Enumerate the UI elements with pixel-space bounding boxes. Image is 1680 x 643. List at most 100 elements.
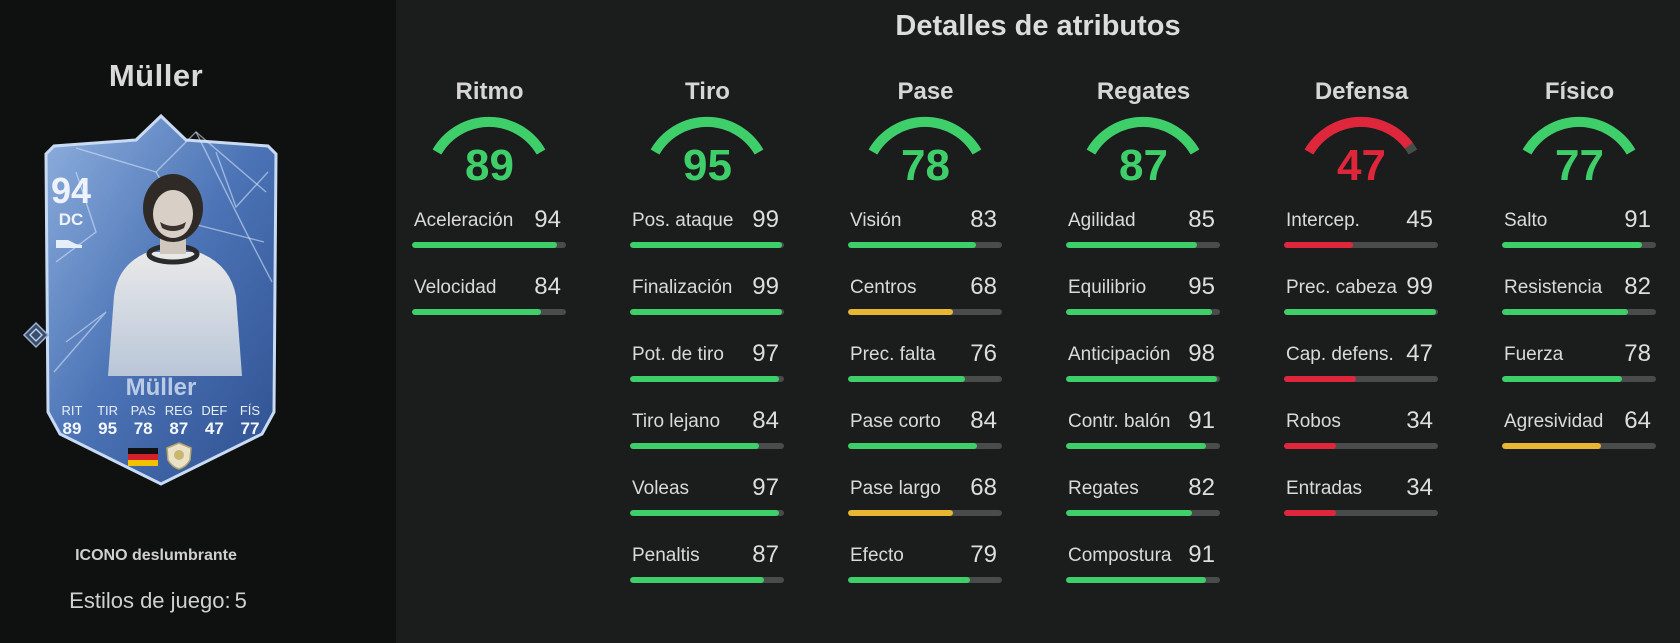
category-gauge: 95 (630, 116, 785, 198)
category-tiro: Tiro 95 Pos. ataque 99 Finalización 99 Pot. de… (630, 78, 785, 600)
card-stat-values: 89 95 78 87 47 77 (56, 419, 266, 439)
stat-bar-track (1502, 376, 1656, 382)
stat-label: Prec. cabeza (1286, 277, 1397, 298)
stat-label: Compostura (1068, 545, 1172, 566)
category-gauge: 78 (848, 116, 1003, 198)
stat-efecto: Efecto 79 (848, 533, 1003, 600)
stat-entradas: Entradas 34 (1284, 466, 1439, 533)
card-value-def: 47 (204, 419, 224, 438)
stat-label: Prec. falta (850, 344, 936, 365)
stat-bar-fill (630, 510, 780, 516)
germany-flag-icon (128, 448, 158, 466)
stat-value: 83 (970, 206, 997, 233)
category-value: 89 (465, 141, 514, 190)
stat-prec-falta: Prec. falta 76 (848, 332, 1003, 399)
diamond-icon (22, 321, 50, 349)
stat-bar-fill (1066, 376, 1217, 382)
stat-bar-track (412, 242, 566, 248)
boot-icon (56, 240, 82, 248)
gauge-arc (1086, 116, 1200, 155)
stat-bar-track (1066, 510, 1220, 516)
stat-bar-track (1066, 443, 1220, 449)
attributes-panel: Detalles de atributos Ritmo 89 Aceleración… (396, 0, 1680, 643)
stat-value: 78 (1624, 340, 1651, 367)
gauge-fill (1304, 116, 1418, 155)
stat-agilidad: Agilidad 85 (1066, 198, 1221, 265)
stat-bar-fill (848, 443, 978, 449)
category-value: 87 (1119, 141, 1168, 190)
stat-value: 98 (1188, 340, 1215, 367)
player-photo (108, 174, 242, 376)
stat-value: 82 (1188, 474, 1215, 501)
category-regates: Regates 87 Agilidad 85 Equilibrio 95 Anticipac… (1066, 78, 1221, 600)
stat-value: 34 (1406, 407, 1433, 434)
stat-value: 68 (970, 474, 997, 501)
card-value-rit: 89 (62, 419, 82, 438)
stat-equilibrio: Equilibrio 95 (1066, 265, 1221, 332)
category-value: 95 (683, 141, 732, 190)
card-value-reg: 87 (169, 419, 189, 438)
stat-label: Penaltis (632, 545, 700, 566)
category-name: Ritmo (455, 78, 524, 105)
stat-value: 91 (1188, 541, 1215, 568)
playstyles-label: Estilos de juego: (69, 588, 231, 613)
stat-voleas: Voleas 97 (630, 466, 785, 533)
stat-label: Salto (1504, 210, 1548, 231)
gauge-fill (868, 116, 982, 155)
category-name: Regates (1096, 78, 1191, 105)
stat-label: Velocidad (414, 277, 497, 298)
stat-bar-fill (848, 577, 970, 583)
stat-label: Efecto (850, 545, 904, 566)
stat-bar-track (1066, 376, 1220, 382)
stat-label: Equilibrio (1068, 277, 1147, 298)
stat-bar-track (1502, 443, 1656, 449)
category-pase: Pase 78 Visión 83 Centros 68 Prec. falta 76 Pase… (848, 78, 1003, 600)
stat-label: Intercep. (1286, 210, 1360, 231)
stat-bar-track (1284, 510, 1438, 516)
stat-bar-fill (1066, 309, 1213, 315)
stat-bar-fill (1066, 510, 1193, 516)
stat-bar-track (1284, 443, 1438, 449)
gauge-arc (1304, 116, 1418, 155)
card-stat-labels: RIT TIR PAS REG DEF FÍS (56, 403, 266, 418)
icon-badge-icon (166, 442, 192, 470)
card-player-name: Müller (125, 374, 197, 401)
stat-bar-fill (1066, 443, 1207, 449)
gauge-arc (868, 116, 982, 155)
stat-label: Pot. de tiro (632, 344, 724, 365)
stat-value: 47 (1406, 340, 1433, 367)
stat-bar-fill (1502, 443, 1601, 449)
stat-bar-track (1066, 242, 1220, 248)
stat-bar-track (630, 510, 784, 516)
stat-label: Finalización (632, 277, 733, 298)
stat-value: 85 (1188, 206, 1215, 233)
stat-value: 34 (1406, 474, 1433, 501)
stat-value: 84 (534, 273, 561, 300)
player-card[interactable]: 94 DC Müller RIT TIR PAS REG DEF (36, 112, 286, 490)
card-type-label: ICONO deslumbrante (75, 547, 237, 564)
stat-bar-fill (630, 443, 760, 449)
stat-label: Pase corto (850, 411, 941, 432)
category-ritmo: Ritmo 89 Aceleración 94 Velocidad 84 (412, 78, 567, 332)
stat-bar-track (848, 443, 1002, 449)
stat-bar-fill (630, 309, 783, 315)
stat-value: 64 (1624, 407, 1651, 434)
stat-value: 99 (752, 273, 779, 300)
stat-bar-track (630, 309, 784, 315)
gauge-arc (650, 116, 764, 155)
card-position: DC (58, 210, 84, 229)
stat-bar-fill (412, 309, 542, 315)
stat-bar-track (1284, 376, 1438, 382)
stat-bar-track (1066, 309, 1220, 315)
card-rating: 94 (50, 170, 92, 211)
gauge-fill (1522, 116, 1636, 155)
stat-label: Regates (1068, 478, 1139, 499)
stat-finalizacion: Finalización 99 (630, 265, 785, 332)
stat-label: Fuerza (1504, 344, 1564, 365)
stat-bar-fill (1502, 309, 1629, 315)
stat-bar-fill (848, 242, 976, 248)
stat-bar-track (1066, 577, 1220, 583)
stat-label: Tiro lejano (632, 411, 721, 432)
card-label-pas: PAS (130, 403, 156, 418)
player-name: Müller (108, 58, 204, 93)
